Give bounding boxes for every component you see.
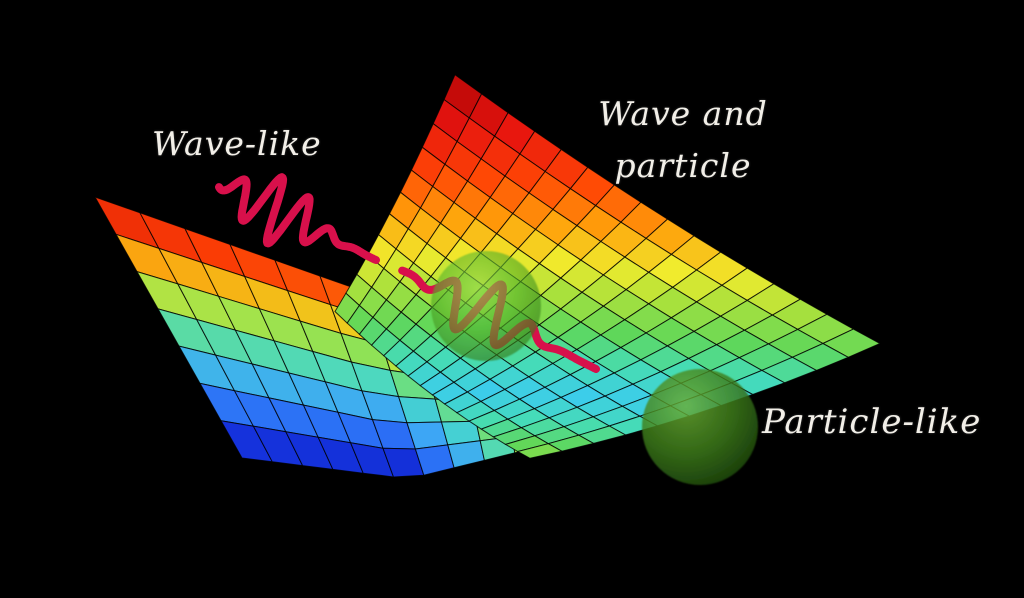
mesh-cell bbox=[447, 440, 485, 469]
label-wave-and-particle: Wave and particle bbox=[583, 88, 783, 192]
particle-sphere bbox=[642, 369, 758, 485]
label-wave-like: Wave-like bbox=[152, 124, 322, 163]
wave-packet-free bbox=[215, 173, 380, 264]
label-particle-like: Particle-like bbox=[762, 402, 982, 442]
wave-particle-sphere bbox=[431, 251, 541, 361]
label-wave-and-line1: Wave and bbox=[598, 94, 768, 133]
mesh-cell bbox=[516, 443, 564, 459]
wave-and-particle-surface-mesh bbox=[334, 73, 882, 459]
label-wave-and-line2: particle bbox=[614, 146, 752, 185]
